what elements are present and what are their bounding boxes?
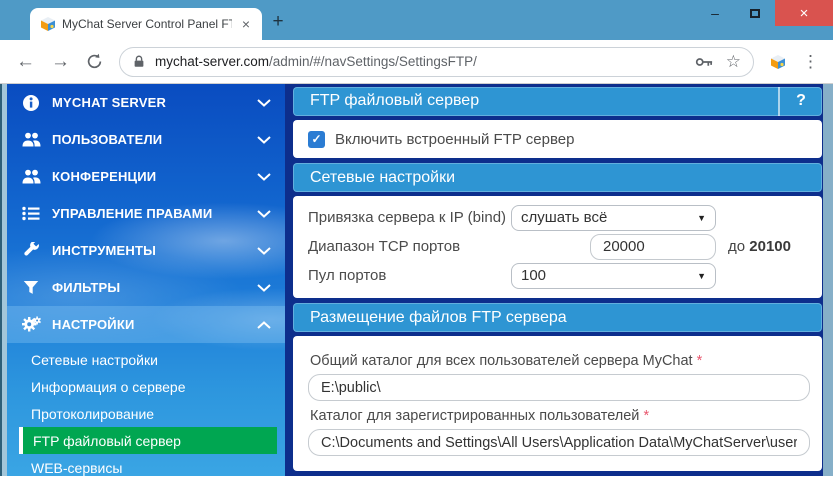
tcp-range-row: Диапазон TCP портов до 20100: [308, 232, 795, 261]
sidebar-subitem-ftp-server[interactable]: FTP файловый сервер: [19, 427, 277, 454]
users-dir-input[interactable]: [308, 429, 810, 457]
reload-button[interactable]: [86, 53, 103, 70]
left-frame-strip: [0, 84, 7, 476]
new-tab-button[interactable]: +: [272, 11, 284, 32]
chevron-down-icon: [257, 283, 271, 292]
page-title: FTP файловый сервер: [310, 92, 480, 110]
bind-ip-row: Привязка сервера к IP (bind) слушать всё…: [308, 203, 795, 232]
bookmark-star-icon[interactable]: ☆: [725, 52, 741, 71]
sidebar-subitem-logging[interactable]: Протоколирование: [31, 405, 155, 422]
chevron-down-icon: [257, 98, 271, 107]
sidebar-subitem-web-services[interactable]: WEB-сервисы: [31, 459, 123, 476]
chevron-down-icon: [257, 135, 271, 144]
lock-icon: [134, 55, 144, 67]
sidebar-item-mychat-server[interactable]: MYCHAT SERVER: [7, 84, 285, 121]
url-path: /admin/#/navSettings/SettingsFTP/: [269, 54, 477, 69]
sidebar-subitem-network-settings[interactable]: Сетевые настройки: [31, 351, 158, 368]
url-host: mychat-server.com: [155, 54, 270, 69]
tcp-range-label: Диапазон TCP портов: [308, 238, 461, 256]
chevron-up-icon: [257, 320, 271, 329]
main-content: FTP файловый сервер ? ✓ Включить встроен…: [285, 84, 823, 476]
chevron-down-icon: [257, 246, 271, 255]
list-icon: [20, 206, 42, 221]
required-asterisk: *: [643, 408, 650, 425]
sidebar-item-permissions[interactable]: УПРАВЛЕНИЕ ПРАВАМИ: [7, 195, 285, 232]
file-placement-header: Размещение файлов FTP сервера: [293, 303, 822, 333]
tab-title: MyChat Server Control Panel FTP: [62, 17, 232, 31]
browser-titlebar: MyChat Server Control Panel FTP × + – ×: [0, 0, 833, 40]
sidebar-item-tools[interactable]: ИНСТРУМЕНТЫ: [7, 232, 285, 269]
sidebar-item-filters[interactable]: ФИЛЬТРЫ: [7, 269, 285, 306]
info-icon: [20, 94, 42, 112]
back-button[interactable]: ←: [16, 51, 35, 72]
enable-ftp-label: Включить встроенный FTP сервер: [335, 130, 575, 148]
sidebar-subitem-server-info[interactable]: Информация о сервере: [31, 378, 186, 395]
enable-ftp-checkbox[interactable]: ✓: [308, 130, 325, 148]
page-title-bar: FTP файловый сервер ?: [293, 87, 822, 116]
sidebar-item-users[interactable]: ПОЛЬЗОВАТЕЛИ: [7, 121, 285, 158]
enable-ftp-panel: ✓ Включить встроенный FTP сервер: [293, 119, 822, 159]
forward-button[interactable]: →: [51, 51, 70, 72]
port-pool-select[interactable]: 100 ▼: [511, 262, 716, 289]
window-close-button[interactable]: ×: [775, 0, 833, 26]
users-icon: [20, 131, 42, 148]
select-arrow-icon: ▼: [697, 212, 706, 223]
public-dir-input[interactable]: [308, 374, 810, 402]
settings-submenu: Сетевые настройки Информация о сервере П…: [7, 346, 285, 476]
port-pool-row: Пул портов 100 ▼: [308, 261, 795, 290]
window-maximize-button[interactable]: [735, 0, 775, 26]
tcp-port-start-input[interactable]: [590, 233, 716, 260]
bind-ip-label: Привязка сервера к IP (bind): [308, 209, 507, 227]
sidebar-navigation: MYCHAT SERVER ПОЛЬЗОВАТЕЛИ КОНФЕРЕНЦИИ У…: [7, 84, 285, 476]
window-minimize-button[interactable]: –: [711, 5, 719, 21]
gears-icon: [20, 316, 42, 334]
password-key-icon[interactable]: [695, 55, 714, 69]
select-arrow-icon: ▼: [697, 270, 706, 281]
file-placement-panel: Общий каталог для всех пользователей сер…: [293, 336, 822, 472]
page-content: MYCHAT SERVER ПОЛЬЗОВАТЕЛИ КОНФЕРЕНЦИИ У…: [0, 84, 833, 476]
chevron-down-icon: [257, 172, 271, 181]
url-text: mychat-server.com/admin/#/navSettings/Se…: [155, 54, 477, 69]
browser-tab[interactable]: MyChat Server Control Panel FTP ×: [30, 8, 262, 40]
filter-icon: [20, 280, 42, 295]
required-asterisk: *: [696, 353, 703, 370]
mychat-favicon-icon: [41, 17, 55, 31]
bind-ip-select[interactable]: слушать всё ▼: [511, 204, 716, 231]
public-dir-label: Общий каталог для всех пользователей сер…: [310, 353, 703, 370]
help-button[interactable]: ?: [778, 87, 822, 116]
users-dir-label: Каталог для зарегистрированных пользоват…: [310, 408, 650, 425]
maximize-icon: [750, 8, 760, 18]
sidebar-item-conferences[interactable]: КОНФЕРЕНЦИИ: [7, 158, 285, 195]
mychat-extension-icon[interactable]: [770, 54, 786, 70]
browser-toolbar: ← → mychat-server.com/admin/#/navSetting…: [0, 40, 833, 84]
address-bar[interactable]: mychat-server.com/admin/#/navSettings/Se…: [119, 46, 754, 77]
users-icon: [20, 168, 42, 185]
scrollbar-track[interactable]: [823, 84, 833, 476]
sidebar-item-settings[interactable]: НАСТРОЙКИ: [7, 306, 285, 343]
network-settings-panel: Привязка сервера к IP (bind) слушать всё…: [293, 196, 822, 299]
port-pool-label: Пул портов: [308, 267, 387, 285]
network-settings-header: Сетевые настройки: [293, 163, 822, 193]
tcp-range-limit: до 20100: [728, 238, 791, 256]
tab-close-icon[interactable]: ×: [241, 16, 250, 32]
wrench-icon: [20, 242, 42, 259]
browser-menu-icon[interactable]: ⋮: [802, 52, 819, 71]
chevron-down-icon: [257, 209, 271, 218]
